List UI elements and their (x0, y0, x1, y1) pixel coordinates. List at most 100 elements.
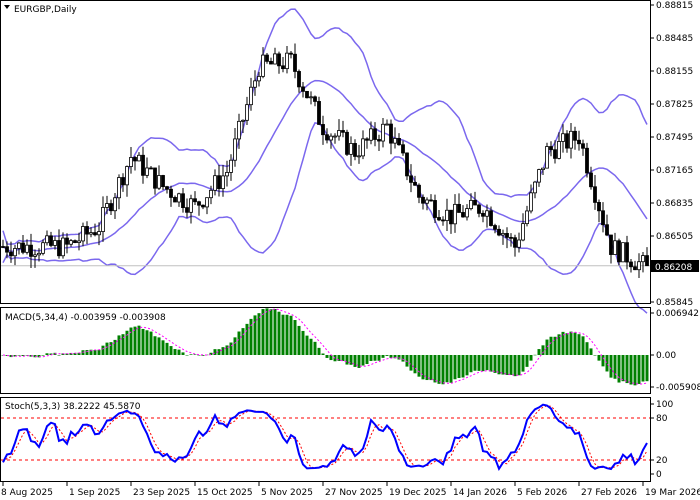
candle (273, 53, 277, 65)
candle (229, 159, 233, 173)
candle (621, 242, 625, 263)
macd-histogram-bar (637, 355, 641, 384)
time-tick-label: 19 Mar 2026 (645, 488, 700, 498)
stoch-axis: 100 80 20 0 (650, 400, 673, 480)
macd-histogram-bar (509, 355, 513, 375)
candle (325, 134, 329, 141)
macd-histogram-bar (453, 355, 457, 380)
macd-histogram-bar (529, 355, 533, 361)
macd-histogram-bar (125, 330, 129, 355)
candle (581, 143, 585, 149)
candle (465, 208, 469, 218)
macd-histogram-bar (481, 355, 485, 372)
candle (457, 203, 461, 213)
candle (569, 130, 573, 149)
macd-histogram-bar (553, 336, 557, 355)
candle (541, 167, 545, 170)
candle (49, 235, 53, 246)
macd-histogram-bar (49, 353, 53, 355)
macd-panel[interactable] (1, 308, 649, 386)
candle (73, 240, 77, 243)
macd-histogram-bar (149, 331, 153, 355)
candle (357, 155, 361, 158)
macd-histogram-bar (113, 339, 117, 355)
candle (17, 242, 21, 249)
candle (137, 154, 141, 162)
candle (409, 175, 413, 183)
macd-histogram-bar (105, 342, 109, 355)
macd-histogram-bar (233, 337, 237, 355)
candle (597, 202, 601, 212)
candle (141, 154, 145, 176)
candle (513, 237, 517, 248)
time-tick-label: 15 Oct 2025 (197, 488, 253, 498)
price-tick-label: 0.88485 (656, 34, 693, 44)
candle (473, 199, 477, 206)
candle (577, 139, 581, 145)
time-tick-label: 27 Nov 2025 (325, 488, 383, 498)
candle (281, 65, 285, 70)
candle (537, 169, 541, 183)
candle (501, 233, 505, 236)
macd-histogram-bar (197, 355, 201, 356)
candle (449, 209, 453, 225)
candle (605, 224, 609, 236)
candle (69, 240, 73, 245)
macd-histogram-bar (353, 355, 357, 367)
candle (549, 146, 553, 151)
candle (381, 123, 385, 142)
price-panel[interactable] (1, 8, 650, 314)
macd-histogram-bar (273, 309, 277, 355)
candle (393, 138, 397, 144)
stochastic-panel[interactable] (1, 403, 650, 472)
macd-tick-label: 0.006942 (656, 309, 699, 319)
macd-histogram-bar (109, 342, 113, 355)
macd-histogram-bar (141, 328, 145, 355)
candle (185, 207, 189, 213)
candle (125, 166, 129, 186)
macd-histogram-bar (245, 323, 249, 355)
candle (565, 133, 569, 149)
candle (385, 123, 389, 126)
macd-histogram-bar (601, 355, 605, 367)
macd-histogram-bar (345, 355, 349, 365)
macd-histogram-bar (625, 355, 629, 384)
candle (57, 240, 61, 257)
candle (481, 212, 485, 217)
macd-axis: 0.006942 0.00 -0.005908 (650, 309, 700, 393)
candle (105, 203, 109, 208)
candle (337, 130, 341, 137)
candle (249, 86, 253, 106)
macd-histogram-bar (157, 337, 161, 355)
time-axis: 8 Aug 2025 1 Sep 2025 23 Sep 2025 15 Oct 20… (1, 482, 700, 498)
candle (405, 152, 409, 177)
macd-histogram-bar (433, 355, 437, 383)
macd-histogram-bar (265, 308, 269, 355)
macd-histogram-bar (317, 347, 321, 355)
macd-histogram-bar (289, 315, 293, 355)
macd-histogram-bar (645, 355, 649, 382)
current-price-tag: 0.86208 (651, 260, 699, 273)
candle (25, 244, 29, 253)
macd-histogram-bar (213, 349, 217, 355)
macd-histogram-bar (461, 355, 465, 378)
macd-histogram-bar (629, 355, 633, 385)
macd-histogram-bar (357, 355, 361, 368)
candle (561, 133, 565, 142)
macd-histogram-bar (425, 355, 429, 381)
candle (81, 226, 85, 242)
macd-histogram-bar (617, 355, 621, 383)
candle (517, 239, 521, 248)
macd-histogram-bar (389, 355, 393, 358)
macd-histogram-bar (77, 352, 81, 355)
candle (1, 246, 5, 248)
macd-histogram-bar (505, 355, 509, 376)
candle (269, 60, 273, 65)
macd-histogram-bar (497, 355, 501, 375)
candle (589, 172, 593, 188)
candle (341, 130, 345, 133)
candle (349, 143, 353, 155)
candle (153, 167, 157, 189)
candle (545, 146, 549, 169)
